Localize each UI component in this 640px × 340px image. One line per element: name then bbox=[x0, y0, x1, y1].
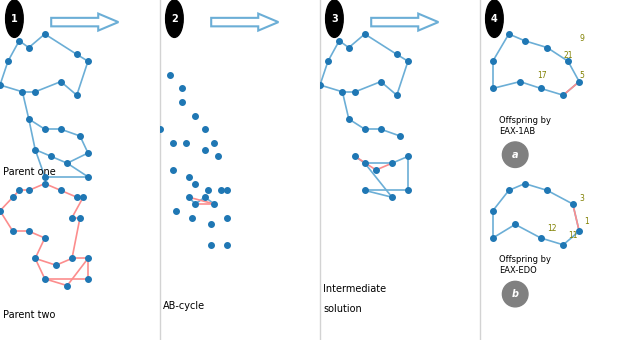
Text: 3: 3 bbox=[579, 193, 584, 203]
Text: solution: solution bbox=[323, 304, 362, 314]
Text: 3: 3 bbox=[331, 14, 338, 24]
Text: 9: 9 bbox=[579, 34, 584, 43]
Text: 5: 5 bbox=[579, 71, 584, 80]
Text: Parent one: Parent one bbox=[3, 167, 56, 177]
Ellipse shape bbox=[502, 142, 528, 168]
Text: 4: 4 bbox=[491, 14, 498, 24]
Circle shape bbox=[486, 0, 503, 37]
FancyArrow shape bbox=[51, 14, 118, 31]
Text: Offspring by
EAX-1AB: Offspring by EAX-1AB bbox=[499, 116, 551, 136]
Ellipse shape bbox=[502, 282, 528, 307]
Text: 11: 11 bbox=[568, 231, 577, 240]
Text: 2: 2 bbox=[171, 14, 178, 24]
Circle shape bbox=[166, 0, 183, 37]
Circle shape bbox=[326, 0, 343, 37]
Text: Intermediate: Intermediate bbox=[323, 284, 387, 294]
Text: 12: 12 bbox=[547, 224, 557, 233]
Circle shape bbox=[6, 0, 23, 37]
Text: b: b bbox=[512, 289, 518, 299]
Text: Parent two: Parent two bbox=[3, 309, 56, 320]
Text: a: a bbox=[512, 150, 518, 160]
Text: 17: 17 bbox=[538, 71, 547, 80]
Text: AB-cycle: AB-cycle bbox=[163, 301, 205, 311]
Text: Offspring by
EAX-EDO: Offspring by EAX-EDO bbox=[499, 255, 551, 275]
FancyArrow shape bbox=[371, 14, 438, 31]
Text: 1: 1 bbox=[584, 217, 589, 226]
FancyArrow shape bbox=[211, 14, 278, 31]
Text: 21: 21 bbox=[563, 51, 573, 60]
Text: 1: 1 bbox=[11, 14, 18, 24]
